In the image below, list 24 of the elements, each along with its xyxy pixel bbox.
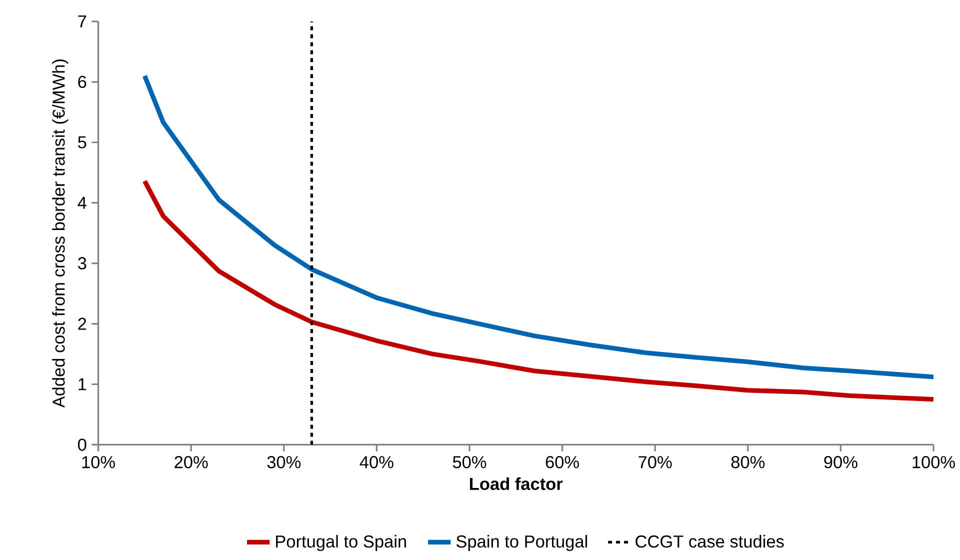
x-tick-label: 90% xyxy=(824,456,858,468)
x-tick-label: 70% xyxy=(638,456,672,468)
y-tick-label: 5 xyxy=(78,136,86,148)
y-tick-label: 6 xyxy=(78,76,86,88)
x-tick-label: 20% xyxy=(174,456,208,468)
y-axis-title: Added cost from cross border transit (€/MWh) xyxy=(52,60,68,408)
y-tick-label: 4 xyxy=(78,196,86,209)
x-tick-label: 10% xyxy=(82,456,115,468)
x-tick-label: 60% xyxy=(546,456,579,468)
x-tick-label: 80% xyxy=(731,456,765,468)
x-tick-label: 100% xyxy=(912,456,955,468)
legend-label: CCGT case studies xyxy=(636,534,784,548)
legend-label: Portugal to Spain xyxy=(276,534,406,552)
legend-label: Spain to Portugal xyxy=(456,534,587,552)
y-tick-label: 3 xyxy=(78,257,86,270)
x-tick-label: 50% xyxy=(452,456,486,468)
x-axis-title: Load factor xyxy=(470,477,563,490)
y-tick-label: 2 xyxy=(78,318,86,330)
y-tick-label: 7 xyxy=(78,16,86,28)
y-tick-label: 0 xyxy=(78,438,86,451)
line-series xyxy=(142,74,934,380)
x-tick-label: 40% xyxy=(360,456,394,468)
y-tick-label: 1 xyxy=(78,378,86,390)
x-tick-label: 30% xyxy=(267,456,301,468)
